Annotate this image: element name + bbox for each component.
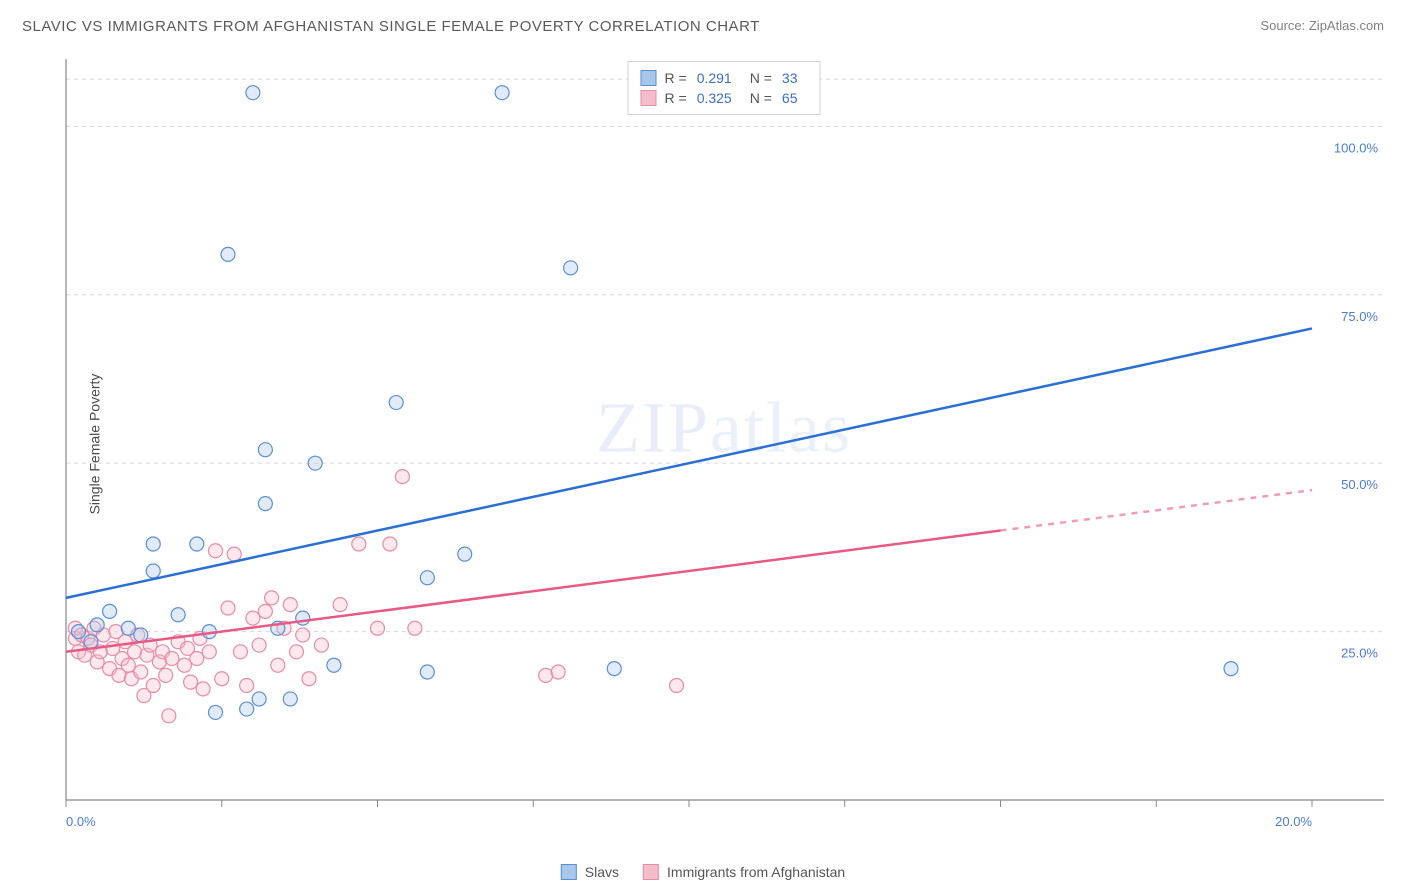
swatch-afghan <box>643 864 659 880</box>
legend-label-slavs: Slavs <box>585 864 619 880</box>
r-label: R = <box>665 70 687 86</box>
legend-label-afghan: Immigrants from Afghanistan <box>667 864 845 880</box>
svg-text:75.0%: 75.0% <box>1341 309 1378 324</box>
swatch-afghan <box>641 90 657 106</box>
n-label: N = <box>750 90 772 106</box>
legend-item-afghan: Immigrants from Afghanistan <box>643 864 845 880</box>
svg-text:0.0%: 0.0% <box>66 814 96 829</box>
series-legend: Slavs Immigrants from Afghanistan <box>561 864 845 880</box>
svg-text:50.0%: 50.0% <box>1341 477 1378 492</box>
legend-row-afghan: R = 0.325 N = 65 <box>641 88 808 108</box>
n-value-slavs: 33 <box>782 70 798 86</box>
r-value-afghan: 0.325 <box>697 90 732 106</box>
correlation-legend: R = 0.291 N = 33 R = 0.325 N = 65 <box>628 61 821 115</box>
n-value-afghan: 65 <box>782 90 798 106</box>
header: SLAVIC VS IMMIGRANTS FROM AFGHANISTAN SI… <box>0 0 1406 43</box>
chart-container: Single Female Poverty ZIPatlas 25.0%50.0… <box>42 55 1384 832</box>
legend-item-slavs: Slavs <box>561 864 619 880</box>
legend-row-slavs: R = 0.291 N = 33 <box>641 68 808 88</box>
scatter-chart: 25.0% 50.0% 75.0% 100.0% 0.0% 20.0% <box>64 55 1384 832</box>
svg-text:100.0%: 100.0% <box>1334 140 1379 155</box>
r-value-slavs: 0.291 <box>697 70 732 86</box>
r-label: R = <box>665 90 687 106</box>
swatch-slavs <box>561 864 577 880</box>
n-label: N = <box>750 70 772 86</box>
source-attribution: Source: ZipAtlas.com <box>1260 18 1384 33</box>
chart-title: SLAVIC VS IMMIGRANTS FROM AFGHANISTAN SI… <box>22 18 760 35</box>
svg-text:25.0%: 25.0% <box>1341 646 1378 661</box>
swatch-slavs <box>641 70 657 86</box>
svg-text:20.0%: 20.0% <box>1275 814 1312 829</box>
plot-area: ZIPatlas 25.0%50.0%75.0%100.0%0.0%20.0% … <box>64 55 1384 832</box>
